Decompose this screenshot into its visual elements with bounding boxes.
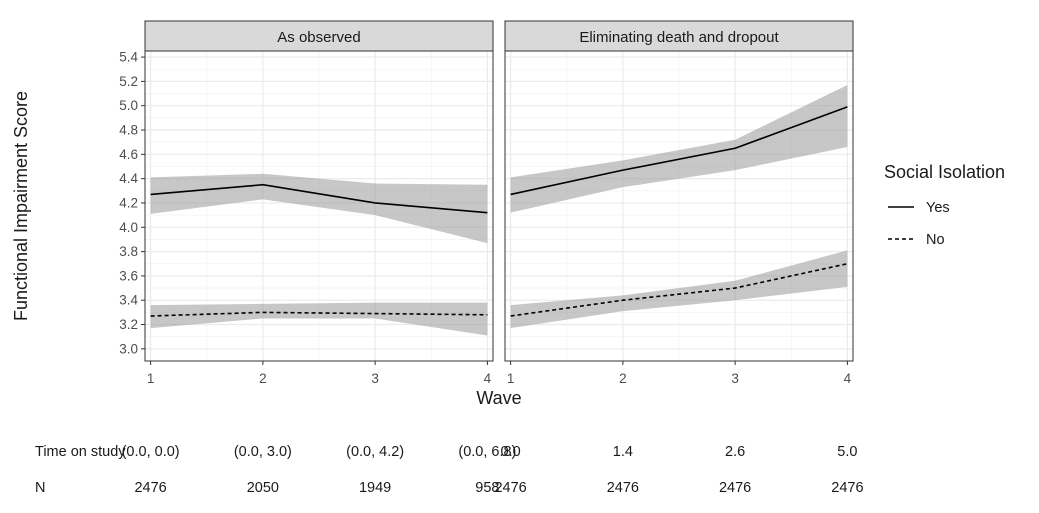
n-value: 1949	[359, 480, 391, 496]
x-tick-label: 1	[507, 371, 515, 386]
x-tick-label: 3	[731, 371, 739, 386]
x-axis-title: Wave	[476, 388, 521, 408]
time-on-study-value: (0.0, 6.8)	[458, 444, 516, 460]
y-tick-label: 5.4	[119, 50, 138, 65]
time-on-study-value: 1.4	[613, 444, 633, 460]
x-tick-label: 3	[371, 371, 379, 386]
series-line-yes	[150, 183, 488, 214]
y-tick-label: 5.0	[119, 98, 138, 113]
confidence-band-no	[510, 250, 848, 329]
time-on-study-value: 5.0	[837, 444, 857, 460]
n-value: 2476	[134, 480, 166, 496]
x-tick-label: 4	[844, 371, 852, 386]
time-on-study-value: 2.6	[725, 444, 745, 460]
y-tick-label: 3.4	[119, 293, 138, 308]
time-on-study-value: 0.0	[501, 444, 521, 460]
y-tick-label: 4.6	[119, 147, 138, 162]
x-tick-label: 1	[147, 371, 155, 386]
series-line-no	[510, 262, 848, 317]
time-on-study-value: (0.0, 0.0)	[122, 444, 180, 460]
y-tick-label: 3.0	[119, 341, 138, 356]
n-label: N	[35, 480, 45, 496]
panel-2: Eliminating death and dropout 1 2 3 4 0.0 1.4 2…	[494, 20, 864, 496]
y-tick-label: 3.6	[119, 268, 138, 283]
y-tick-label: 3.2	[119, 317, 138, 332]
y-tick-label: 5.2	[119, 74, 138, 89]
facet-title: Eliminating death and dropout	[579, 29, 779, 46]
time-on-study-value: (0.0, 4.2)	[346, 444, 404, 460]
panel-border	[504, 50, 854, 362]
n-value: 2476	[719, 480, 751, 496]
facet-strip	[504, 20, 854, 52]
legend-title: Social Isolation	[884, 162, 1005, 182]
time-on-study-value: (0.0, 3.0)	[234, 444, 292, 460]
n-value: 2476	[494, 480, 526, 496]
n-value: 2476	[831, 480, 863, 496]
confidence-band-yes	[150, 173, 488, 244]
n-value: 958	[475, 480, 499, 496]
y-tick-label: 4.2	[119, 195, 138, 210]
facet-title: As observed	[277, 29, 360, 46]
y-tick-label: 4.4	[119, 171, 138, 186]
y-tick-label: 3.8	[119, 244, 138, 259]
panel-border	[144, 50, 494, 362]
legend-label: Yes	[926, 200, 950, 216]
facet-strip	[144, 20, 494, 52]
y-axis-title: Functional Impairment Score	[11, 91, 31, 321]
series-line-no	[150, 311, 488, 317]
panel-1: As observed 1 2 3 4 (0.0, 0.0) (0.0, 3.0) (0.0,…	[122, 20, 516, 496]
legend-label: No	[926, 232, 945, 248]
series-line-yes	[510, 106, 848, 196]
x-tick-label: 2	[259, 371, 267, 386]
y-tick-label: 4.0	[119, 220, 138, 235]
n-value: 2476	[607, 480, 639, 496]
time-on-study-label: Time on study	[35, 444, 126, 460]
legend: Social Isolation Yes No	[884, 162, 1005, 248]
confidence-band-no	[150, 302, 488, 336]
x-tick-label: 2	[619, 371, 627, 386]
x-tick-label: 4	[484, 371, 492, 386]
confidence-band-yes	[510, 85, 848, 213]
n-value: 2050	[247, 480, 279, 496]
y-tick-label: 4.8	[119, 123, 138, 138]
